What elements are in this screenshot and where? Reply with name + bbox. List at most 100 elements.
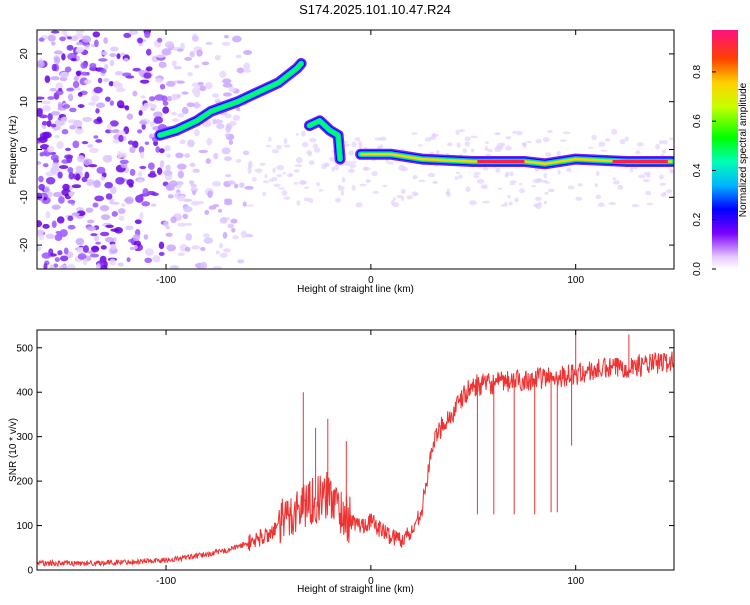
noise-blob: [324, 162, 328, 167]
noise-blob: [276, 165, 285, 171]
noise-blob: [119, 159, 129, 165]
noise-blob: [157, 37, 163, 43]
noise-blob: [139, 120, 148, 125]
noise-blob: [295, 157, 303, 164]
snr-series-line: [37, 330, 674, 567]
noise-blob: [65, 147, 71, 152]
noise-blob: [83, 158, 93, 166]
noise-blob: [143, 72, 152, 79]
x-tick-label: -100: [156, 275, 176, 286]
noise-blob: [562, 131, 571, 135]
noise-blob: [166, 80, 176, 87]
noise-blob: [70, 35, 79, 42]
noise-blob: [189, 50, 196, 58]
noise-blob: [613, 180, 620, 185]
noise-blob: [59, 36, 66, 42]
noise-blob: [309, 138, 317, 143]
noise-blob: [556, 151, 561, 157]
noise-blob: [313, 147, 321, 153]
noise-blob: [189, 162, 196, 167]
noise-blob: [137, 178, 143, 184]
noise-blob: [71, 184, 82, 189]
noise-blob: [129, 146, 136, 154]
noise-blob: [82, 116, 93, 123]
noise-blob: [76, 155, 85, 163]
noise-blob: [163, 221, 169, 227]
noise-blob: [264, 174, 268, 179]
noise-blob: [536, 178, 542, 183]
noise-blob: [293, 169, 300, 173]
noise-blob: [176, 163, 187, 170]
noise-blob: [294, 164, 303, 168]
noise-blob: [535, 203, 542, 210]
noise-blob: [661, 150, 666, 153]
noise-blob: [75, 70, 82, 77]
noise-blob: [109, 186, 117, 195]
noise-blob: [201, 61, 210, 66]
noise-blob: [144, 31, 151, 39]
snr-plot-area: [37, 330, 674, 570]
noise-blob: [525, 141, 533, 144]
noise-blob: [55, 82, 64, 90]
noise-blob: [56, 141, 64, 149]
noise-blob: [196, 49, 203, 57]
noise-blob: [109, 120, 119, 127]
noise-blob: [312, 143, 318, 149]
noise-blob: [358, 143, 363, 149]
snr-frame: [36, 329, 675, 571]
noise-blob: [58, 165, 69, 170]
noise-blob: [75, 165, 83, 172]
y-tick-label: -20: [19, 237, 30, 252]
noise-blob: [351, 141, 357, 148]
noise-blob: [68, 172, 75, 180]
noise-blob: [57, 250, 63, 256]
noise-blob: [659, 182, 667, 186]
noise-blob: [265, 144, 272, 148]
noise-blob: [51, 204, 61, 210]
noise-blob: [662, 191, 667, 196]
noise-blob: [127, 140, 134, 145]
noise-blob: [222, 82, 233, 88]
noise-blob: [355, 202, 363, 208]
noise-blob: [75, 237, 85, 246]
noise-blob: [161, 95, 168, 103]
noise-blob: [85, 207, 94, 213]
noise-blob: [90, 233, 98, 237]
noise-blob: [129, 168, 136, 176]
colorbar: 0.0 0.2 0.4 0.6 0.8 Normalized spectral ampl…: [692, 30, 749, 276]
noise-blob: [139, 79, 150, 84]
noise-blob: [519, 188, 525, 194]
noise-blob: [47, 145, 55, 153]
noise-blob: [246, 204, 255, 207]
noise-blob: [137, 171, 143, 177]
noise-blob: [334, 165, 339, 171]
noise-blob: [465, 186, 471, 192]
noise-blob: [133, 244, 138, 250]
noise-blob: [159, 148, 165, 154]
noise-blob: [156, 54, 166, 58]
noise-blob: [473, 175, 480, 179]
noise-blob: [99, 204, 110, 212]
noise-blob: [166, 244, 177, 252]
noise-blob: [617, 184, 624, 190]
noise-blob: [505, 136, 512, 140]
noise-blob: [50, 111, 61, 116]
noise-blob: [125, 225, 134, 231]
noise-blob: [351, 184, 356, 191]
noise-blob: [82, 245, 89, 253]
noise-blob: [308, 151, 313, 157]
snr-y-label: SNR (10 * v/v): [8, 418, 19, 482]
noise-blob: [66, 155, 73, 164]
noise-blob: [659, 139, 664, 145]
noise-blob: [60, 116, 68, 123]
noise-blob: [45, 177, 56, 185]
noise-blob: [156, 167, 163, 175]
noise-blob: [97, 77, 103, 84]
noise-blob: [469, 200, 477, 206]
noise-blob: [40, 100, 51, 105]
noise-blob: [96, 102, 106, 109]
noise-blob: [45, 211, 51, 219]
noise-blob: [631, 204, 640, 208]
noise-blob: [185, 233, 193, 241]
noise-blob: [200, 261, 208, 269]
